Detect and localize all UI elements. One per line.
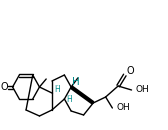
- Text: Ḣ: Ḣ: [66, 96, 72, 105]
- Text: OH: OH: [116, 103, 130, 112]
- Text: OH: OH: [135, 86, 149, 95]
- Text: H: H: [72, 77, 80, 87]
- Text: Ḣ: Ḣ: [54, 86, 60, 95]
- Text: O: O: [127, 66, 134, 76]
- Text: O: O: [0, 82, 8, 92]
